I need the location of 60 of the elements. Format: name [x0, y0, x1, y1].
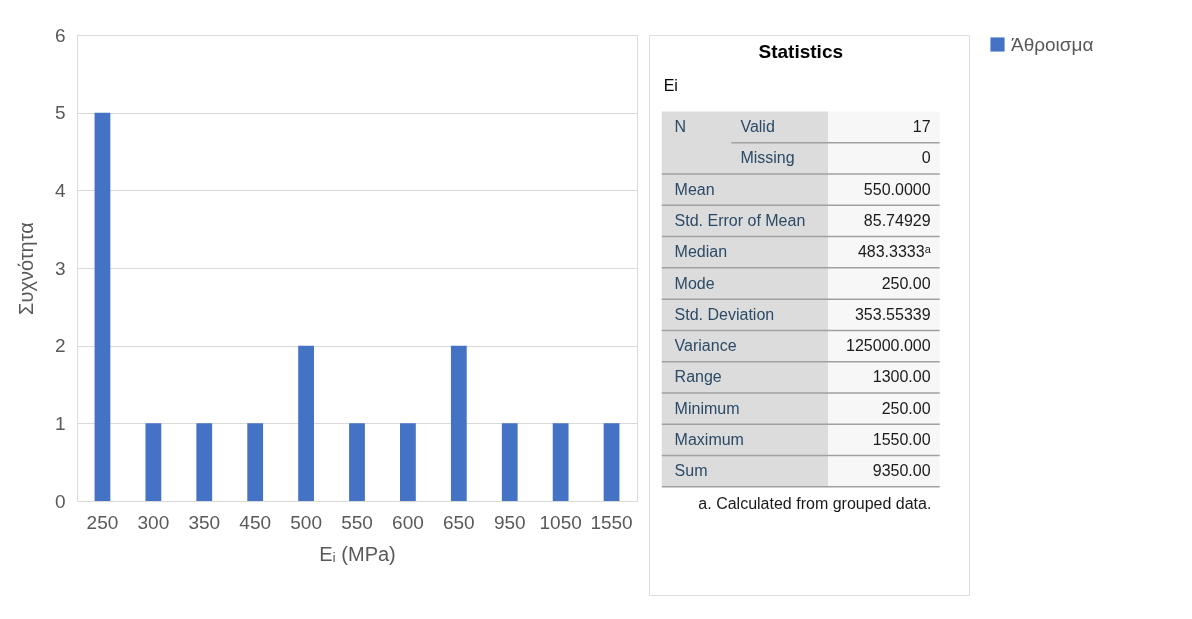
x-tick-label: 600	[392, 511, 424, 533]
bar	[400, 423, 416, 501]
text: 250.00	[881, 399, 931, 417]
text: N	[674, 118, 687, 136]
x-tick-label: 1550	[590, 511, 633, 533]
x-tick-label: 300	[137, 511, 170, 533]
text: a. Calculated from grouped data.	[698, 494, 932, 512]
y-tick-label: 6	[54, 24, 66, 46]
y-axis-title: Συχνότητα	[14, 222, 37, 315]
x-tick-label: 450	[239, 511, 272, 533]
x-tick-label: 550	[341, 511, 373, 533]
text: Ei	[663, 77, 678, 95]
text: Range	[674, 368, 722, 386]
text: Valid	[740, 118, 775, 136]
text: 17	[912, 118, 931, 136]
bar	[603, 423, 620, 501]
y-tick-label: 4	[54, 179, 66, 201]
y-tick-label: 2	[54, 335, 66, 357]
y-tick-label: 1	[54, 412, 66, 434]
text: Sum	[674, 462, 708, 480]
bar	[247, 423, 264, 501]
text: 125000.000	[846, 337, 931, 355]
text: Missing	[740, 149, 795, 167]
bar	[349, 423, 365, 501]
bar	[501, 423, 518, 501]
text: Minimum	[674, 399, 740, 417]
bar	[552, 423, 569, 501]
bar	[450, 345, 467, 501]
text: 550.0000	[863, 180, 931, 198]
text: Median	[674, 243, 728, 261]
x-tick-label: 500	[290, 511, 322, 533]
text: 1550.00	[872, 430, 931, 448]
bar	[298, 345, 314, 501]
bar	[145, 423, 162, 501]
text: 85.74929	[863, 211, 931, 229]
x-axis-title: Eᵢ (MPa)	[319, 542, 396, 565]
text: 353.55339	[854, 305, 931, 323]
text: Mean	[674, 180, 715, 198]
text: Variance	[674, 337, 737, 355]
x-tick-label: 350	[188, 511, 221, 533]
text: 0	[921, 149, 931, 167]
text: 483.3333ᵃ	[857, 243, 932, 261]
y-tick-label: 0	[54, 490, 66, 512]
x-tick-label: 1050	[539, 511, 582, 533]
y-tick-label: 5	[54, 102, 66, 124]
legend-label: Άθροισμα	[1011, 33, 1094, 55]
bar	[94, 112, 111, 501]
text: 1300.00	[872, 368, 931, 386]
text: Std. Deviation	[674, 305, 775, 323]
x-tick-label: 950	[493, 511, 526, 533]
text: 9350.00	[872, 462, 931, 480]
y-tick-label: 3	[54, 257, 66, 279]
text: 250.00	[881, 274, 931, 292]
x-tick-label: 650	[442, 511, 475, 533]
bar	[196, 423, 213, 501]
text: Statistics	[758, 40, 844, 62]
text: Mode	[674, 274, 715, 292]
text: Maximum	[674, 430, 744, 448]
text: Std. Error of Mean	[674, 211, 806, 229]
x-tick-label: 250	[86, 511, 119, 533]
